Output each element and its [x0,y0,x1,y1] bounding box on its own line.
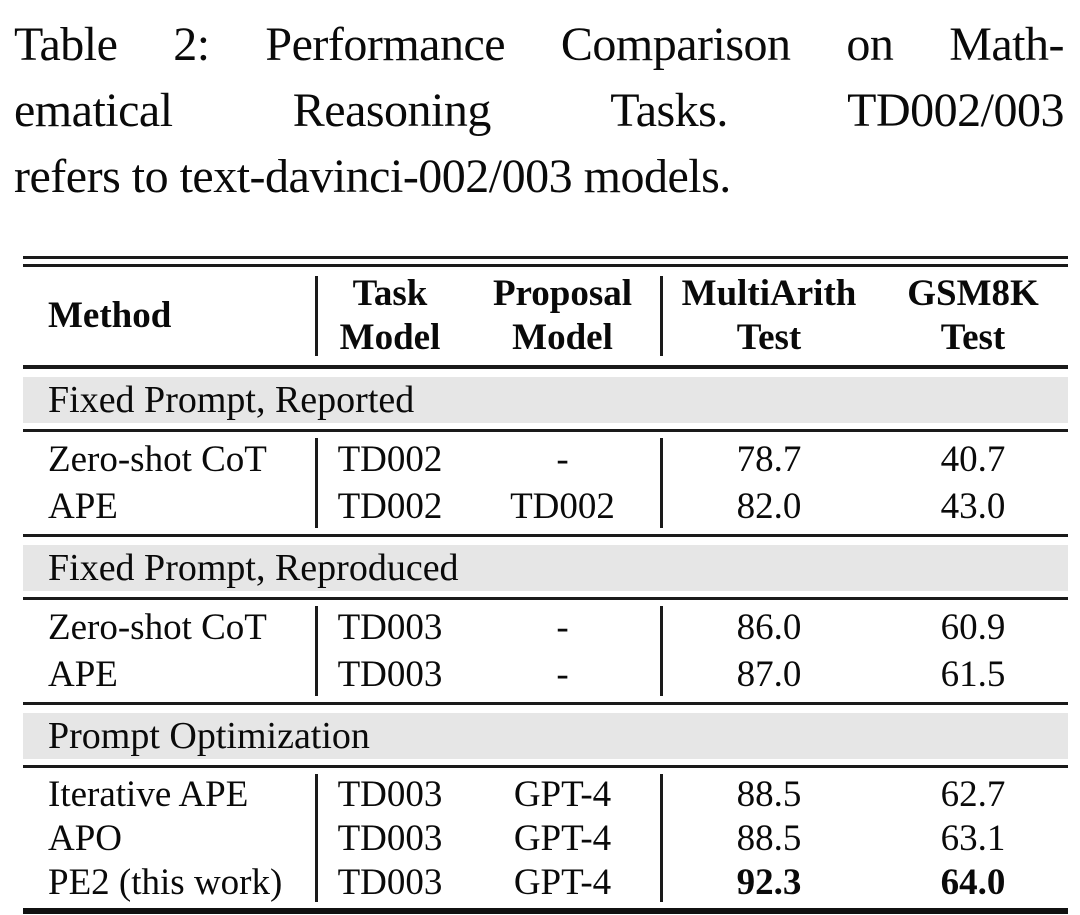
header-vertical-rule-2 [660,276,663,356]
table-row-highlight: PE2 (this work) TD003 GPT-4 92.3 64.0 [23,860,1068,904]
cell-method: Zero-shot CoT [48,439,267,480]
cell-task-model: TD003 [337,817,443,859]
header-bottom-rule [23,365,1068,369]
column-header-multiarith-line2: Test [736,317,802,358]
cell-task-model: TD003 [337,773,443,815]
table-top-rule [23,256,1068,267]
body-vertical-rule-1 [315,774,318,902]
column-header-multiarith: MultiArith Test [660,272,878,360]
column-header-gsm8k-line1: GSM8K [907,273,1039,314]
section-band-label: Fixed Prompt, Reproduced [48,547,459,589]
cell-method: Zero-shot CoT [48,607,267,648]
cell-task-model: TD003 [337,654,443,695]
header-vertical-rule-1 [315,276,318,356]
column-header-multiarith-line1: MultiArith [681,273,857,314]
column-header-gsm8k: GSM8K Test [878,272,1068,360]
section-band-fixed-prompt-reported: Fixed Prompt, Reported [23,377,1068,423]
section-band-label: Prompt Optimization [48,715,370,757]
cell-gsm8k: 63.1 [940,817,1006,859]
cell-method: Iterative APE [48,773,249,815]
column-header-proposal-model-line1: Proposal [492,273,633,314]
cell-multiarith: 82.0 [736,486,802,527]
section-body-fixed-prompt-reproduced: Zero-shot CoT TD003 - 86.0 60.9 APE TD00… [23,600,1068,702]
cell-multiarith: 88.5 [736,773,802,815]
cell-gsm8k: 43.0 [940,486,1006,527]
body-vertical-rule-2 [660,438,663,528]
cell-method: PE2 (this work) [48,861,283,903]
column-header-task-model-line1: Task [352,273,428,314]
section-rule [23,597,1068,600]
cell-gsm8k-best: 64.0 [940,861,1006,903]
column-header-proposal-model-line2: Model [512,317,613,358]
body-vertical-rule-2 [660,774,663,902]
column-header-gsm8k-line2: Test [940,317,1006,358]
cell-gsm8k: 62.7 [940,773,1006,815]
table-row: Zero-shot CoT TD002 - 78.7 40.7 [23,436,1068,483]
cell-multiarith: 88.5 [736,817,802,859]
cell-multiarith-best: 92.3 [736,861,802,903]
section-band-fixed-prompt-reproduced: Fixed Prompt, Reproduced [23,545,1068,591]
cell-task-model: TD003 [337,607,443,648]
table-row: Zero-shot CoT TD003 - 86.0 60.9 [23,604,1068,651]
column-header-task-model: Task Model [315,272,465,360]
column-header-task-model-line2: Model [339,317,441,358]
section-body-fixed-prompt-reported: Zero-shot CoT TD002 - 78.7 40.7 APE TD00… [23,432,1068,534]
cell-proposal-model: - [556,439,569,480]
cell-gsm8k: 60.9 [940,607,1006,648]
cell-method: APE [48,654,118,695]
section-rule [23,534,1068,537]
caption-line-3: refers to text-davinci-002/003 models. [14,150,731,203]
results-table: Method Task Model Proposal Model MultiAr… [23,256,1068,914]
cell-proposal-model: - [556,607,569,648]
caption-line-2: ematical Reasoning Tasks. TD002/003 [14,84,1065,137]
table-row: APO TD003 GPT-4 88.5 63.1 [23,816,1068,860]
cell-proposal-model: GPT-4 [513,817,612,859]
cell-multiarith: 78.7 [736,439,802,480]
caption-line-1: Table 2: Performance Comparison on Math- [14,18,1065,71]
cell-task-model: TD003 [337,861,443,903]
table-header-row: Method Task Model Proposal Model MultiAr… [23,267,1068,365]
table-row: Iterative APE TD003 GPT-4 88.5 62.7 [23,772,1068,816]
body-vertical-rule-2 [660,606,663,696]
cell-proposal-model: GPT-4 [513,861,612,903]
table-row: APE TD002 TD002 82.0 43.0 [23,483,1068,530]
cell-method: APO [48,817,123,859]
section-rule [23,765,1068,768]
cell-proposal-model: - [556,654,569,695]
cell-proposal-model: TD002 [510,486,615,527]
body-vertical-rule-1 [315,606,318,696]
cell-task-model: TD002 [337,439,443,480]
body-vertical-rule-1 [315,438,318,528]
section-band-prompt-optimization: Prompt Optimization [23,713,1068,759]
cell-task-model: TD002 [337,486,443,527]
cell-multiarith: 86.0 [736,607,802,648]
cell-multiarith: 87.0 [736,654,802,695]
column-header-proposal-model: Proposal Model [465,272,660,360]
table-row: APE TD003 - 87.0 61.5 [23,651,1068,698]
table-caption: Table 2: Performance Comparison on Math-… [0,0,1080,210]
table-bottom-rule [23,908,1068,914]
section-rule [23,429,1068,432]
column-header-method: Method [48,295,172,336]
cell-proposal-model: GPT-4 [513,773,612,815]
section-rule [23,702,1068,705]
cell-gsm8k: 61.5 [940,654,1006,695]
cell-method: APE [48,486,118,527]
cell-gsm8k: 40.7 [940,439,1006,480]
section-body-prompt-optimization: Iterative APE TD003 GPT-4 88.5 62.7 APO … [23,768,1068,908]
section-band-label: Fixed Prompt, Reported [48,379,415,421]
